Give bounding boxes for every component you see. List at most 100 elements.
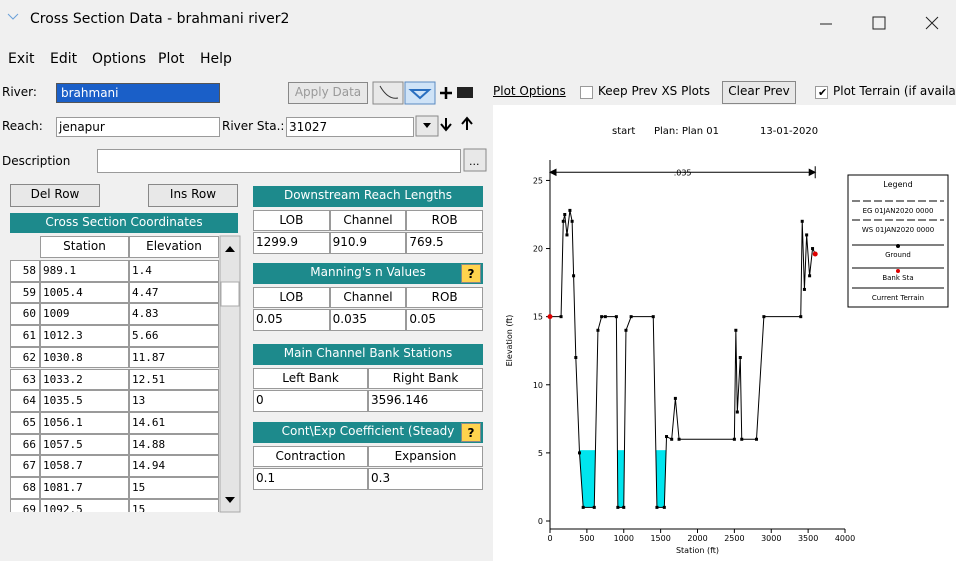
maximize[interactable] <box>872 16 886 30</box>
value-input[interactable]: 0.05 <box>406 309 483 331</box>
cell[interactable]: 14.61 <box>129 411 219 434</box>
ground-point <box>629 315 633 319</box>
cell[interactable]: 1033.2 <box>40 368 129 391</box>
cell[interactable]: 1081.7 <box>40 477 129 499</box>
menu-item[interactable]: Options <box>92 51 147 67</box>
cell[interactable]: 1035.5 <box>40 390 129 412</box>
apply-button[interactable]: Apply Data <box>288 82 368 104</box>
ground-point <box>596 328 600 332</box>
menu-item[interactable]: Exit <box>8 51 35 67</box>
table-title: Cross Section Coordinates <box>10 213 238 233</box>
value-input[interactable]: 0.035 <box>329 309 407 331</box>
cell[interactable]: 15 <box>129 498 219 512</box>
description-input[interactable] <box>97 149 461 173</box>
ground-point <box>568 208 572 212</box>
panel-title: Main Channel Bank Stations <box>253 344 483 365</box>
menu-item[interactable]: Plot <box>158 51 185 67</box>
ellipsis-button[interactable] <box>463 148 487 172</box>
ground-point <box>677 437 681 441</box>
value-input[interactable]: 910.9 <box>329 232 407 254</box>
ground-point <box>655 505 659 509</box>
ground-point <box>670 437 674 441</box>
river-label: River: <box>2 85 37 99</box>
ground-point <box>740 437 744 441</box>
cell[interactable]: 11.87 <box>129 346 219 369</box>
ins-row[interactable]: Ins Row <box>148 184 238 207</box>
cell[interactable]: 5.66 <box>129 325 219 347</box>
ground-point <box>603 315 607 319</box>
menu-item[interactable]: Edit <box>50 51 78 67</box>
y-tick-label: 15 <box>533 313 543 322</box>
ground-point <box>734 328 738 332</box>
checkbox[interactable]: ✔ <box>815 86 828 99</box>
reach-select[interactable]: jenapur <box>56 117 220 137</box>
value-input[interactable]: 3596.146 <box>368 390 483 412</box>
up-button[interactable] <box>461 116 473 130</box>
help-button[interactable]: ? <box>461 264 481 283</box>
checkbox[interactable] <box>580 86 593 99</box>
cell[interactable]: 14.94 <box>129 455 219 477</box>
value-input[interactable]: 0.1 <box>253 468 368 490</box>
cell[interactable]: 13 <box>129 390 219 412</box>
menu-item[interactable]: Help <box>200 51 232 67</box>
down-button[interactable] <box>440 118 452 132</box>
x-axis-label: Station (ft) <box>676 546 719 555</box>
cell[interactable]: 4.83 <box>129 303 219 326</box>
keep-prev-label: Keep Prev XS Plots <box>598 84 710 98</box>
value-input[interactable]: 1299.9 <box>253 232 330 254</box>
row-index: 63 <box>10 368 40 391</box>
cell[interactable]: 15 <box>129 477 219 499</box>
n-label: .035 <box>674 168 692 177</box>
cell[interactable]: 1012.3 <box>40 325 129 347</box>
del-row[interactable]: Del Row <box>10 184 100 207</box>
legend-title: Legend <box>883 180 912 189</box>
x-tick-label: 1000 <box>614 534 634 543</box>
value-input[interactable]: 0.05 <box>253 309 330 331</box>
y-tick-label: 5 <box>538 449 543 458</box>
clear-prev[interactable]: Clear Prev <box>722 81 796 104</box>
description-label: Description <box>2 154 71 168</box>
cell[interactable]: 1.4 <box>129 260 219 282</box>
cell[interactable]: 14.88 <box>129 433 219 456</box>
scrollbar[interactable] <box>219 235 241 513</box>
cell[interactable]: 1056.1 <box>40 411 129 434</box>
column-label: ROB <box>406 287 483 308</box>
close[interactable] <box>925 16 939 30</box>
river-sta-select[interactable]: 31027 <box>286 117 414 137</box>
camera-icon[interactable] <box>457 87 473 98</box>
tool-button[interactable] <box>372 81 404 105</box>
ground-point <box>800 219 804 223</box>
cell[interactable]: 1057.5 <box>40 433 129 456</box>
value-input[interactable]: 0 <box>253 390 368 412</box>
ground-point <box>622 505 626 509</box>
ground-point <box>762 315 766 319</box>
cell[interactable]: 4.47 <box>129 281 219 304</box>
cell[interactable]: 1005.4 <box>40 281 129 304</box>
cell[interactable]: 1058.7 <box>40 455 129 477</box>
help-button[interactable]: ? <box>461 423 481 442</box>
plot-options-link[interactable]: Plot Options <box>493 84 566 98</box>
value-input[interactable]: 769.5 <box>406 232 483 254</box>
cell[interactable]: 1092.5 <box>40 498 129 512</box>
ground-point <box>665 435 669 439</box>
river-select[interactable]: brahmani <box>56 83 220 103</box>
add-icon[interactable] <box>440 87 452 99</box>
tool-button[interactable] <box>404 81 436 105</box>
cell[interactable]: 12.51 <box>129 368 219 391</box>
y-tick-label: 10 <box>533 381 543 390</box>
bank-station <box>547 314 553 320</box>
scroll-thumb[interactable] <box>220 281 240 307</box>
plot-title: start <box>612 126 635 137</box>
col-station: Station <box>40 236 129 258</box>
arrow <box>423 123 431 128</box>
value-input[interactable]: 0.3 <box>368 468 483 490</box>
ground-point <box>799 315 803 319</box>
ws-icon <box>408 89 432 100</box>
legend-box <box>847 174 949 308</box>
cell[interactable]: 989.1 <box>40 260 129 282</box>
cell[interactable]: 1009 <box>40 303 129 326</box>
legend-ground-marker <box>896 244 900 248</box>
ellipsis: ... <box>469 155 480 168</box>
cell[interactable]: 1030.8 <box>40 346 129 369</box>
